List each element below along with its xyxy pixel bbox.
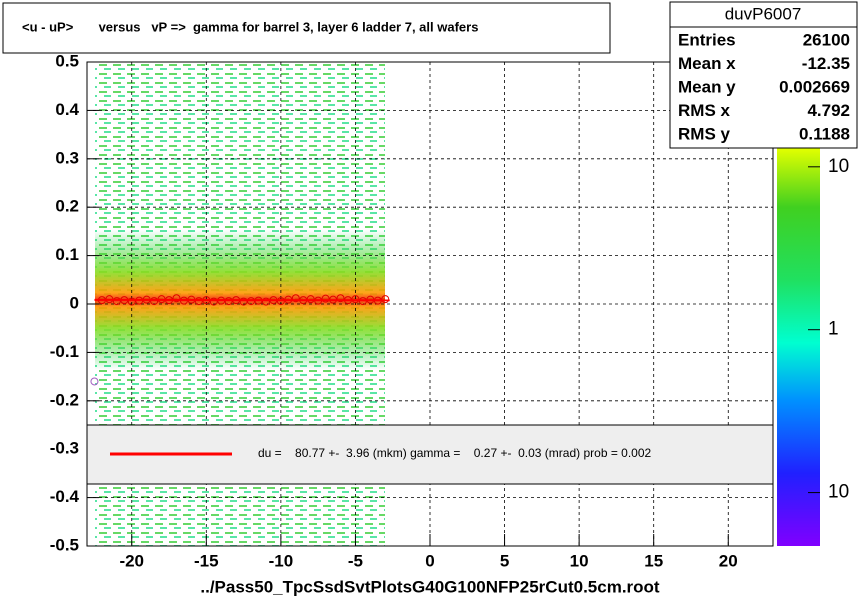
stats-value: 4.792 bbox=[807, 101, 850, 120]
stats-label: RMS x bbox=[678, 101, 731, 120]
z-tick-label: 1 bbox=[828, 319, 839, 340]
x-tick-label: -20 bbox=[119, 551, 144, 570]
y-tick-label: 0.4 bbox=[55, 100, 79, 119]
stats-label: Mean y bbox=[678, 77, 736, 96]
x-tick-label: -10 bbox=[269, 551, 294, 570]
stats-value: 26100 bbox=[803, 30, 850, 49]
y-tick-label: 0.2 bbox=[55, 197, 79, 216]
x-tick-label: 10 bbox=[570, 551, 589, 570]
z-tick-label: 10 bbox=[828, 156, 849, 177]
y-tick-label: -0.3 bbox=[50, 439, 79, 458]
x-tick-label: -5 bbox=[348, 551, 363, 570]
x-axis-label: ../Pass50_TpcSsdSvtPlotsG40G100NFP25rCut… bbox=[200, 577, 660, 596]
x-tick-label: -15 bbox=[194, 551, 219, 570]
y-tick-label: 0.3 bbox=[55, 148, 79, 167]
y-tick-label: 0.1 bbox=[55, 245, 79, 264]
stats-label: Entries bbox=[678, 30, 736, 49]
stats-title: duvP6007 bbox=[725, 4, 802, 23]
x-tick-label: 0 bbox=[425, 551, 434, 570]
y-tick-label: -0.4 bbox=[50, 487, 80, 506]
stats-value: 0.002669 bbox=[779, 77, 850, 96]
y-tick-label: 0 bbox=[70, 293, 79, 312]
y-tick-label: 0.5 bbox=[55, 51, 79, 70]
x-tick-label: 20 bbox=[719, 551, 738, 570]
chart-title: <u - uP> versus vP => gamma for barrel 3… bbox=[22, 19, 478, 34]
stats-label: Mean x bbox=[678, 54, 736, 73]
stats-value: 0.1188 bbox=[799, 124, 850, 143]
y-tick-label: -0.1 bbox=[50, 342, 79, 361]
stats-label: RMS y bbox=[678, 124, 731, 143]
legend-text: du = 80.77 +- 3.96 (mkm) gamma = 0.27 +-… bbox=[258, 446, 652, 460]
y-tick-label: -0.2 bbox=[50, 390, 79, 409]
y-tick-label: -0.5 bbox=[50, 535, 79, 554]
x-tick-label: 5 bbox=[500, 551, 509, 570]
x-tick-label: 15 bbox=[644, 551, 663, 570]
z-tick-label: 10 bbox=[828, 482, 849, 503]
stats-value: -12.35 bbox=[802, 54, 850, 73]
